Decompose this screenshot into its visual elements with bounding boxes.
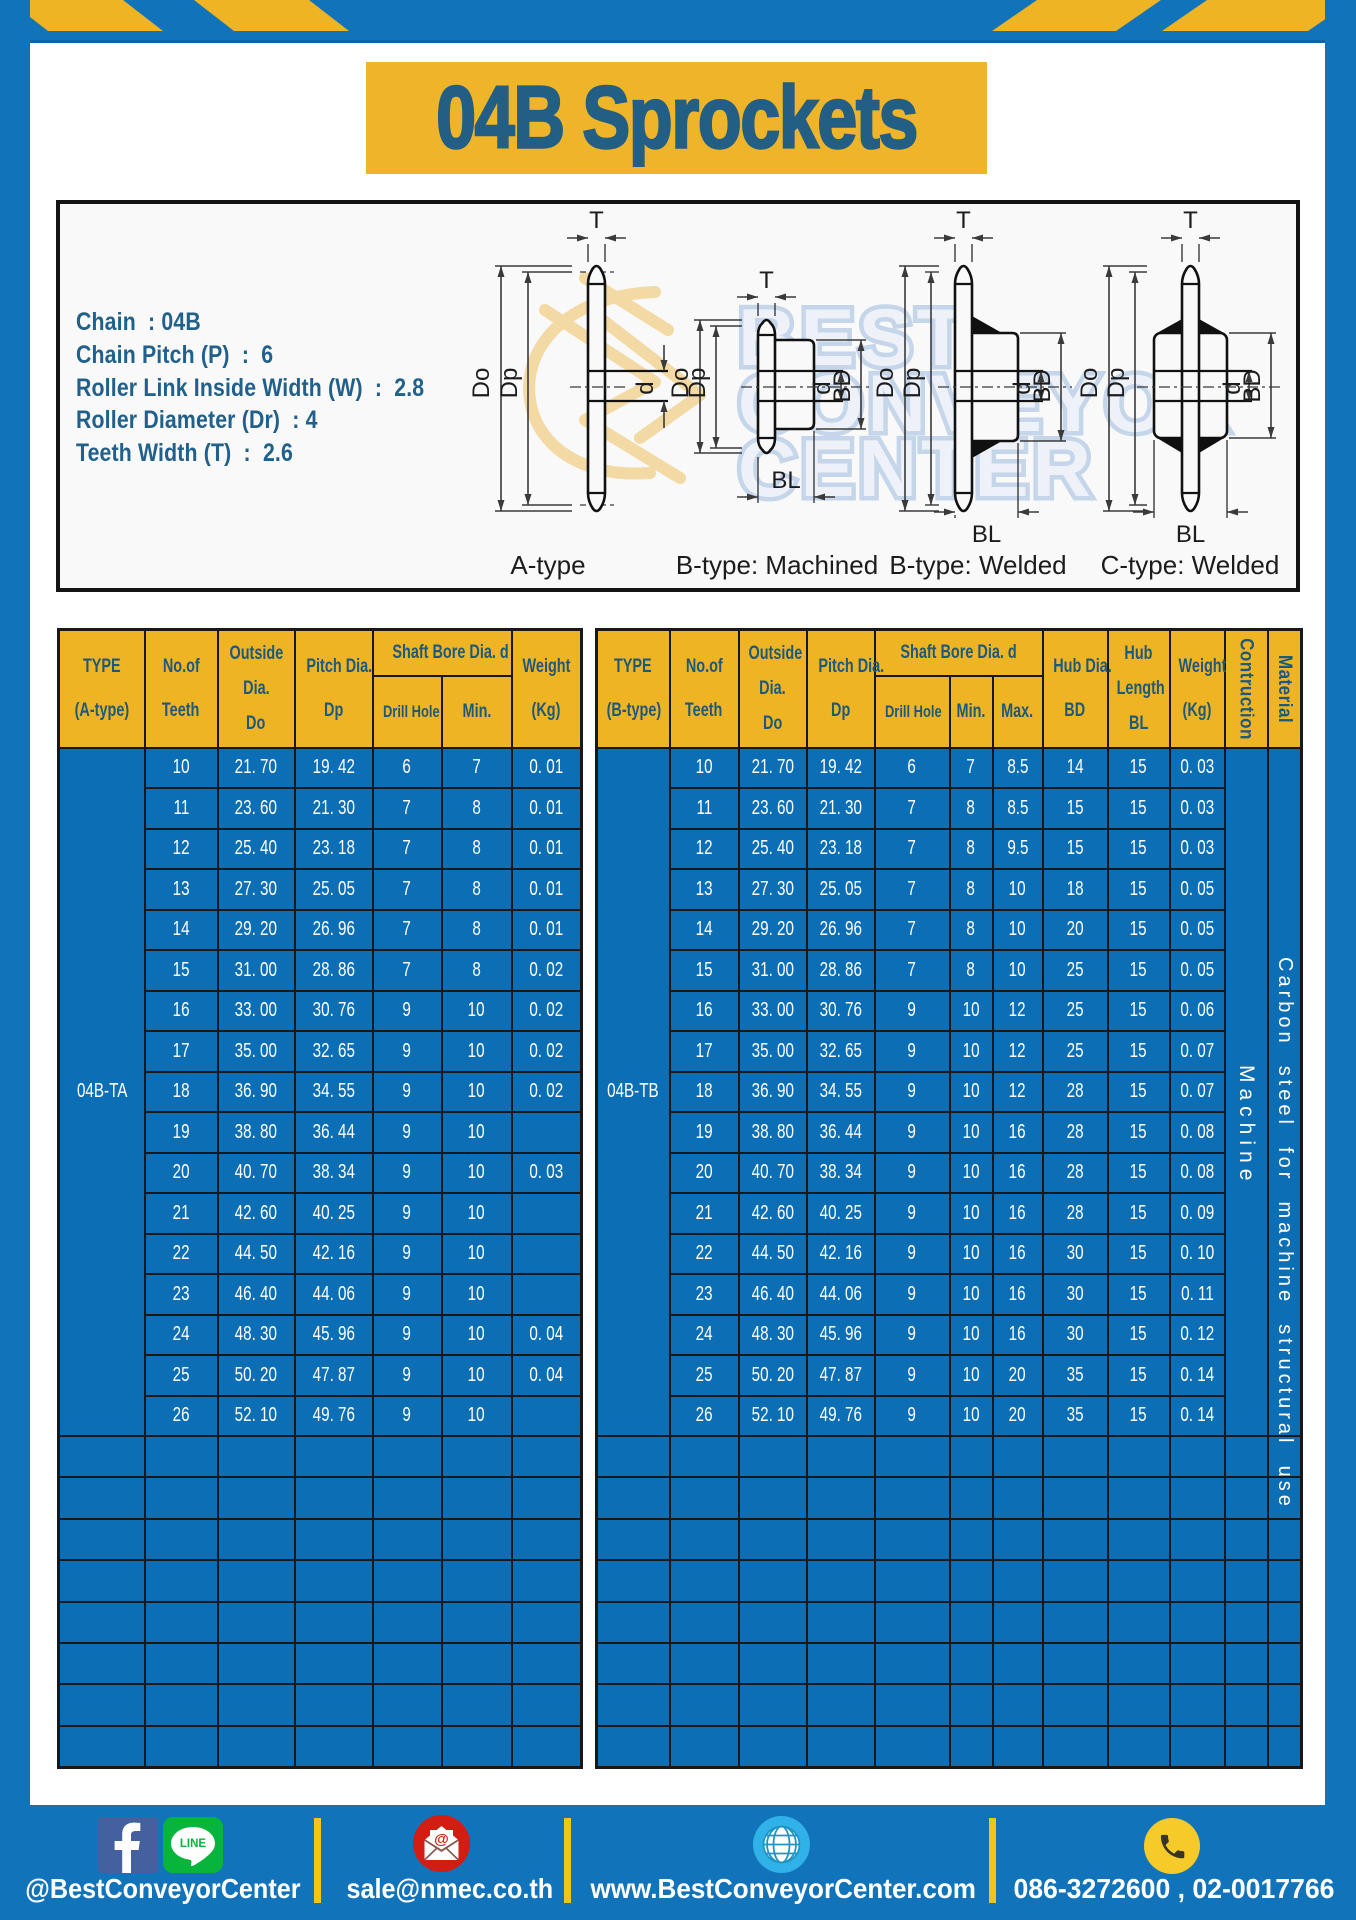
svg-text:CENTER: CENTER xyxy=(738,424,1095,514)
svg-text:BL: BL xyxy=(972,521,1001,548)
svg-text:BL: BL xyxy=(1176,521,1205,548)
svg-text:@: @ xyxy=(434,1831,449,1848)
svg-text:Do: Do xyxy=(1076,368,1103,399)
svg-text:BD: BD xyxy=(829,369,856,402)
svg-text:T: T xyxy=(1183,207,1198,234)
svg-text:d: d xyxy=(632,381,659,394)
svg-text:T: T xyxy=(759,267,774,294)
svg-text:Dp: Dp xyxy=(684,368,711,399)
svg-text:BD: BD xyxy=(1239,369,1266,402)
svg-text:B-type: Machined: B-type: Machined xyxy=(676,550,878,580)
svg-text:T: T xyxy=(589,207,604,234)
svg-text:Dp: Dp xyxy=(496,368,523,399)
svg-text:Do: Do xyxy=(872,368,899,399)
svg-text:Do: Do xyxy=(667,368,694,399)
svg-text:Dp: Dp xyxy=(899,368,926,399)
svg-text:BL: BL xyxy=(771,467,800,494)
svg-text:LINE: LINE xyxy=(180,1838,207,1850)
svg-text:d: d xyxy=(1009,381,1036,394)
svg-text:d: d xyxy=(1219,381,1246,394)
svg-text:BD: BD xyxy=(1029,369,1056,402)
svg-text:C-type: Welded: C-type: Welded xyxy=(1101,550,1280,580)
svg-text:T: T xyxy=(956,207,971,234)
svg-text:Do: Do xyxy=(468,368,495,399)
svg-text:B-type: Welded: B-type: Welded xyxy=(889,550,1066,580)
svg-text:Dp: Dp xyxy=(1103,368,1130,399)
svg-text:A-type: A-type xyxy=(510,550,585,580)
svg-text:d: d xyxy=(809,381,836,394)
